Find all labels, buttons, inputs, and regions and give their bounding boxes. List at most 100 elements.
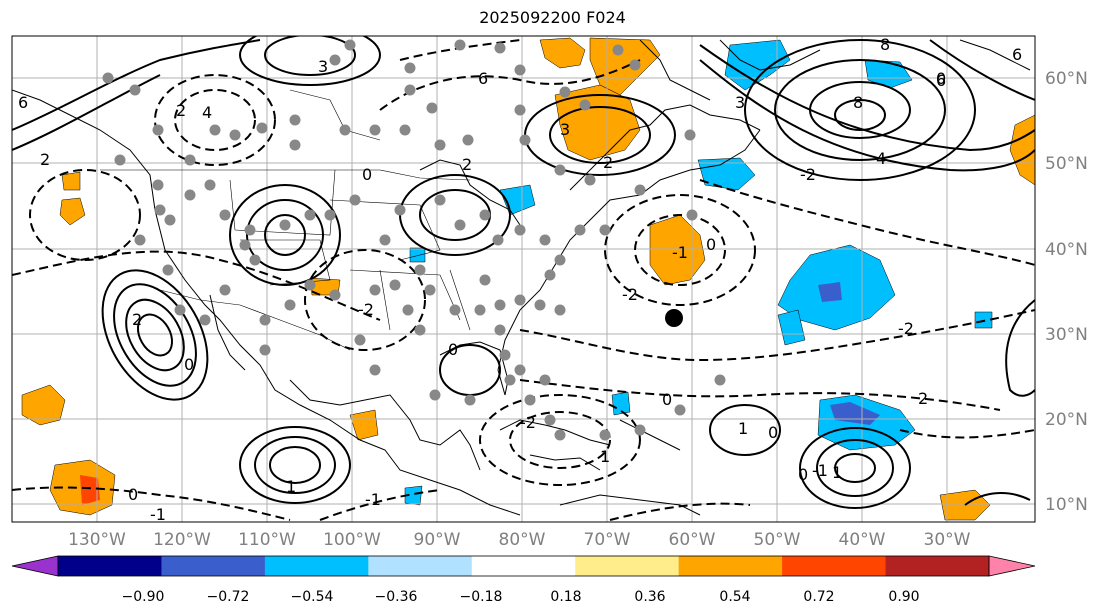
gray-marker [426,102,438,114]
gray-marker [174,304,186,316]
positive-anomaly-area [1009,114,1035,186]
gray-marker [219,209,231,221]
lon-label: 60°W [669,530,716,550]
gray-marker [289,139,301,151]
colorbar-outline [57,555,990,577]
contour-label: 3 [560,120,570,139]
gray-marker [429,389,441,401]
lat-label: 40°N [1045,240,1088,260]
contour-label: 1 [738,419,748,438]
colorbar-segment [782,556,887,576]
negative-anomaly-area [611,391,631,416]
contour-label: 0 [798,465,808,484]
contour-label: 2 [918,389,928,408]
dashed-contours [12,39,1035,521]
contour-label: 6 [18,93,28,112]
lon-label: 40°W [839,530,886,550]
gray-marker [404,62,416,74]
gray-marker [289,114,301,126]
gray-markers [102,39,726,441]
gray-marker [449,304,461,316]
colorbar-tick-label: 0.36 [634,589,665,605]
colorbar-segment [161,556,266,576]
negative-anomaly-area [404,485,423,506]
lon-label: 30°W [924,530,971,550]
contour-label: 0 [128,485,138,504]
gray-marker [369,364,381,376]
gray-marker [239,239,251,251]
contour-label: 6 [1012,45,1022,64]
figure-title: 2025092200 F024 [479,8,626,27]
longitude-labels: 130°W 120°W 110°W 100°W 90°W 80°W 70°W 6… [68,530,971,550]
negative-anomaly-area [818,282,842,302]
gray-marker [152,179,164,191]
colorbar-extend-high [988,555,1036,577]
map-frame [11,35,1036,523]
gray-marker [539,234,551,246]
positive-anomaly-area [59,197,86,226]
contour-label: 8 [880,35,890,54]
colorbar-segment [575,556,680,576]
gray-marker [256,122,268,134]
positive-anomaly-area [649,214,706,286]
contour-label: 0 [184,355,194,374]
gray-marker [674,404,686,416]
colorbar-segment [678,556,783,576]
gray-marker [629,59,641,71]
gray-marker [534,299,546,311]
gray-marker [399,124,411,136]
gray-marker [199,314,211,326]
lon-label: 120°W [153,530,211,550]
gray-marker [414,264,426,276]
gray-marker [554,429,566,441]
gray-marker [554,304,566,316]
gray-marker [114,154,126,166]
gray-marker [539,374,551,386]
negative-anomaly-area [777,309,806,346]
contour-label: 3 [735,93,745,112]
contour-label: 3 [318,57,328,76]
gray-marker [414,324,426,336]
lon-label: 110°W [238,530,296,550]
gray-marker [584,174,596,186]
contour-label: 2 [603,153,613,172]
gray-marker [164,214,176,226]
colorbar-segment [471,556,576,576]
gray-marker [544,414,556,426]
gray-marker [504,374,516,386]
contour-label: -2 [622,285,638,304]
colorbar [11,555,1036,577]
gray-marker [684,129,696,141]
lon-label: 80°W [499,530,546,550]
gray-marker [524,394,536,406]
gray-marker [464,394,476,406]
colorbar-tick-label: −0.18 [460,589,503,605]
gray-marker [714,374,726,386]
gray-marker [184,154,196,166]
gray-marker [304,279,316,291]
gray-marker [369,284,381,296]
gray-marker [219,284,231,296]
graticule [12,36,1035,522]
gray-marker [634,184,646,196]
lon-label: 90°W [414,530,461,550]
contour-label: 0 [448,340,458,359]
colorbar-tick-label: −0.54 [291,589,334,605]
gray-marker [492,234,504,246]
contour-label: 1 [600,447,610,466]
gray-marker [354,334,366,346]
contour-label: -2 [358,300,374,319]
positive-anomaly-area [539,37,586,69]
gray-marker [402,304,414,316]
gray-marker [369,124,381,136]
gray-marker [284,299,296,311]
gray-marker [344,39,356,51]
gray-marker [162,264,174,276]
colorbar-extend-low [11,555,59,577]
gray-marker [279,219,291,231]
lon-label: 70°W [584,530,631,550]
gray-marker [554,254,566,266]
gray-marker [574,224,586,236]
contour-label: 2 [132,310,142,329]
positive-anomaly-area [61,171,81,191]
